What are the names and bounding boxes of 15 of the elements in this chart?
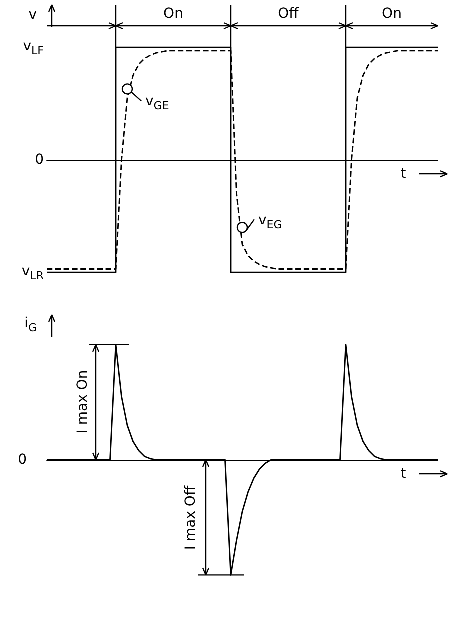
text: v$_{LR}$: [22, 263, 44, 282]
text: On: [382, 6, 402, 22]
text: v$_{LF}$: [23, 38, 44, 57]
text: On: [164, 6, 184, 22]
x-axis-title: t: [400, 466, 406, 482]
text: 0: [35, 152, 44, 168]
annotation: I max Off: [183, 485, 199, 550]
x-axis-title: t: [400, 166, 406, 182]
annotation: I max On: [75, 370, 91, 434]
y-axis-title: i$_{G}$: [24, 316, 37, 334]
annotation: v$_{EG}$: [258, 212, 282, 231]
annotation: v$_{GE}$: [146, 94, 170, 113]
text: 0: [18, 452, 27, 468]
text: Off: [278, 6, 299, 22]
y-axis-title: v: [28, 7, 37, 23]
